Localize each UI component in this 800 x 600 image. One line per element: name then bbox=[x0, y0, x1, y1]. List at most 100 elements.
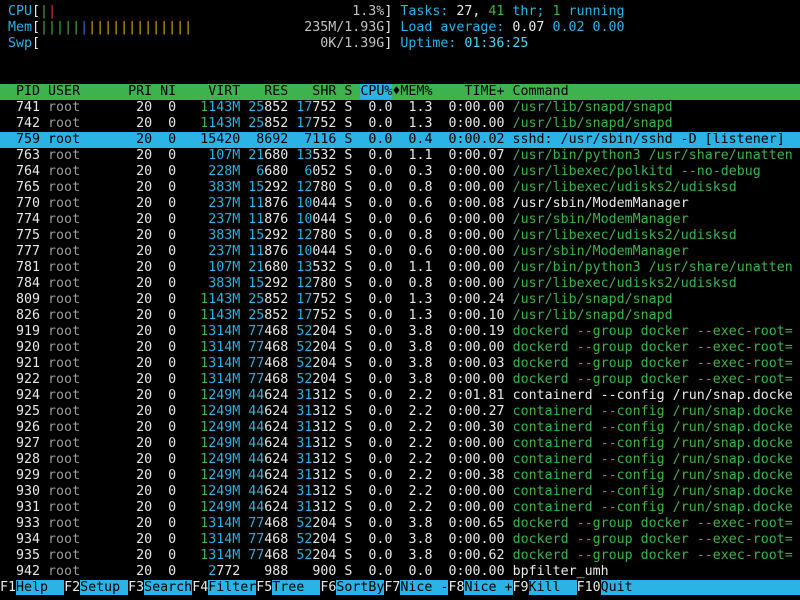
fkey-f3-search-button[interactable]: F3Search bbox=[128, 580, 193, 595]
process-row[interactable]: 775 root 20 0 383M 15292 12780 S 0.0 0.8… bbox=[0, 228, 800, 244]
process-row[interactable]: 763 root 20 0 107M 21680 13532 S 0.0 1.1… bbox=[0, 148, 800, 164]
process-row[interactable]: 826 root 20 0 1143M 25852 17752 S 0.0 1.… bbox=[0, 308, 800, 324]
fkey-f6-sortby-button[interactable]: F6SortBy bbox=[320, 580, 385, 595]
cell-pid: 764 bbox=[0, 164, 41, 179]
cell-virt: 143M bbox=[208, 100, 241, 115]
process-row[interactable]: 930 root 20 0 1249M 44624 31312 S 0.0 2.… bbox=[0, 484, 800, 500]
process-row[interactable]: 777 root 20 0 237M 11876 10044 S 0.0 0.6… bbox=[0, 244, 800, 260]
cell-virt: 314M bbox=[208, 340, 241, 355]
cell-user: root bbox=[48, 244, 121, 259]
cell-user: root bbox=[48, 516, 121, 531]
cell-cpu: 0.0 bbox=[360, 452, 393, 467]
fkey-f9-kill-button[interactable]: F9Kill bbox=[513, 580, 577, 595]
process-row[interactable]: 922 root 20 0 1314M 77468 52204 S 0.0 3.… bbox=[0, 372, 800, 388]
process-row[interactable]: 774 root 20 0 237M 11876 10044 S 0.0 0.6… bbox=[0, 212, 800, 228]
process-row[interactable]: 928 root 20 0 1249M 44624 31312 S 0.0 2.… bbox=[0, 452, 800, 468]
process-row[interactable]: 770 root 20 0 237M 11876 10044 S 0.0 0.6… bbox=[0, 196, 800, 212]
cell-mem: 0.4 bbox=[400, 132, 433, 147]
cell-res: 624 bbox=[264, 404, 289, 419]
fkey-f2-setup-button[interactable]: F2Setup bbox=[64, 580, 129, 595]
cell-pid: 926 bbox=[0, 420, 41, 435]
cell-res: 25 bbox=[248, 308, 265, 323]
process-row[interactable]: 764 root 20 0 228M 6680 6052 S 0.0 0.3 0… bbox=[0, 164, 800, 180]
column-header-mem[interactable]: MEM% bbox=[400, 84, 433, 99]
process-row[interactable]: 765 root 20 0 383M 15292 12780 S 0.0 0.8… bbox=[0, 180, 800, 196]
cell-mem: 0.8 bbox=[400, 276, 433, 291]
load-average-summary: 0.00 bbox=[592, 20, 625, 35]
process-row-selected[interactable]: 759 root 20 0 15420 8692 7116 S 0.0 0.4 … bbox=[0, 132, 800, 148]
cell-ni: 0 bbox=[152, 132, 177, 147]
process-row[interactable]: 924 root 20 0 1249M 44624 31312 S 0.0 2.… bbox=[0, 388, 800, 404]
column-header-shr[interactable]: SHR bbox=[296, 84, 337, 99]
column-header-time[interactable]: TIME+ bbox=[448, 84, 505, 99]
cpu-meter-value: 1.3% bbox=[352, 4, 385, 19]
process-row[interactable]: 926 root 20 0 1249M 44624 31312 S 0.0 2.… bbox=[0, 420, 800, 436]
column-header-cpu[interactable]: CPU% bbox=[360, 84, 393, 99]
process-row[interactable]: 809 root 20 0 1143M 25852 17752 S 0.0 1.… bbox=[0, 292, 800, 308]
column-header-virt[interactable]: VIRT bbox=[184, 84, 241, 99]
cell-pri: 20 bbox=[120, 276, 153, 291]
cell-shr: 752 bbox=[312, 292, 337, 307]
cell-time: 0:00.08 bbox=[448, 196, 505, 211]
cell-mem: 1.3 bbox=[400, 116, 433, 131]
fkey-f4-filter-button[interactable]: F4Filter bbox=[192, 580, 257, 595]
fkey-action-label: Help bbox=[16, 580, 65, 595]
cell-shr: 52 bbox=[296, 340, 313, 355]
cell-time: 0:00.00 bbox=[448, 372, 505, 387]
cell-virt: 1 bbox=[200, 468, 209, 483]
cell-pri: 20 bbox=[120, 484, 153, 499]
cell-shr: 204 bbox=[312, 548, 337, 563]
fkey-f1-help-button[interactable]: F1Help bbox=[0, 580, 65, 595]
cell-cmd: containerd --config /run/snap.docke bbox=[512, 484, 800, 499]
column-header-pri[interactable]: PRI bbox=[120, 84, 153, 99]
fkey-key-label: F5 bbox=[256, 580, 273, 595]
process-row[interactable]: 933 root 20 0 1314M 77468 52204 S 0.0 3.… bbox=[0, 516, 800, 532]
process-row[interactable]: 942 root 20 0 2772 988 900 S 0.0 0.0 0:0… bbox=[0, 564, 800, 580]
process-row[interactable]: 921 root 20 0 1314M 77468 52204 S 0.0 3.… bbox=[0, 356, 800, 372]
process-row[interactable]: 934 root 20 0 1314M 77468 52204 S 0.0 3.… bbox=[0, 532, 800, 548]
fkey-f8-nice-button[interactable]: F8Nice + bbox=[448, 580, 513, 595]
fkey-f7-nice-button[interactable]: F7Nice - bbox=[384, 580, 449, 595]
process-row[interactable]: 919 root 20 0 1314M 77468 52204 S 0.0 3.… bbox=[0, 324, 800, 340]
process-row[interactable]: 741 root 20 0 1143M 25852 17752 S 0.0 1.… bbox=[0, 100, 800, 116]
cell-mem: 0.6 bbox=[400, 244, 433, 259]
cell-cpu: 0.0 bbox=[360, 548, 393, 563]
fkey-key-label: F10 bbox=[576, 580, 601, 595]
process-row[interactable]: 927 root 20 0 1249M 44624 31312 S 0.0 2.… bbox=[0, 436, 800, 452]
cell-shr: 044 bbox=[312, 244, 337, 259]
cell-user: root bbox=[48, 196, 121, 211]
column-header-pid[interactable]: PID bbox=[0, 84, 41, 99]
cell-ni: 0 bbox=[152, 164, 177, 179]
process-row[interactable]: 931 root 20 0 1249M 44624 31312 S 0.0 2.… bbox=[0, 500, 800, 516]
cell-res: 44 bbox=[248, 404, 265, 419]
cell-shr: 12 bbox=[296, 180, 313, 195]
fkey-f10-quit-button[interactable]: F10Quit bbox=[577, 580, 800, 595]
process-row[interactable]: 781 root 20 0 107M 21680 13532 S 0.0 1.1… bbox=[0, 260, 800, 276]
cell-pid: 774 bbox=[0, 212, 41, 227]
meter-close-bracket: ] bbox=[384, 36, 401, 51]
column-header-cmd[interactable]: Command bbox=[512, 84, 800, 99]
cell-shr: 312 bbox=[312, 388, 337, 403]
process-row[interactable]: 935 root 20 0 1314M 77468 52204 S 0.0 3.… bbox=[0, 548, 800, 564]
column-header-res[interactable]: RES bbox=[248, 84, 289, 99]
cell-time: 0:00.00 bbox=[448, 100, 505, 115]
cell-user: root bbox=[48, 500, 121, 515]
swp-meter-value: 0K/1.39G bbox=[320, 36, 385, 51]
cell-virt: 107M bbox=[208, 148, 241, 163]
load-average-summary: Load average: bbox=[400, 20, 513, 35]
cell-shr: 312 bbox=[312, 484, 337, 499]
process-row[interactable]: 784 root 20 0 383M 15292 12780 S 0.0 0.8… bbox=[0, 276, 800, 292]
process-row[interactable]: 742 root 20 0 1143M 25852 17752 S 0.0 1.… bbox=[0, 116, 800, 132]
column-header-user[interactable]: USER bbox=[48, 84, 121, 99]
cell-time: 0:00.62 bbox=[448, 548, 505, 563]
cell-pri: 20 bbox=[120, 132, 153, 147]
cell-virt: 1 bbox=[200, 100, 209, 115]
process-row[interactable]: 920 root 20 0 1314M 77468 52204 S 0.0 3.… bbox=[0, 340, 800, 356]
fkey-f5-tree-button[interactable]: F5Tree bbox=[256, 580, 321, 595]
column-header-ni[interactable]: NI bbox=[152, 84, 177, 99]
process-row[interactable]: 929 root 20 0 1249M 44624 31312 S 0.0 2.… bbox=[0, 468, 800, 484]
cell-user: root bbox=[48, 484, 121, 499]
process-row[interactable]: 925 root 20 0 1249M 44624 31312 S 0.0 2.… bbox=[0, 404, 800, 420]
column-header-s[interactable]: S bbox=[344, 84, 353, 99]
